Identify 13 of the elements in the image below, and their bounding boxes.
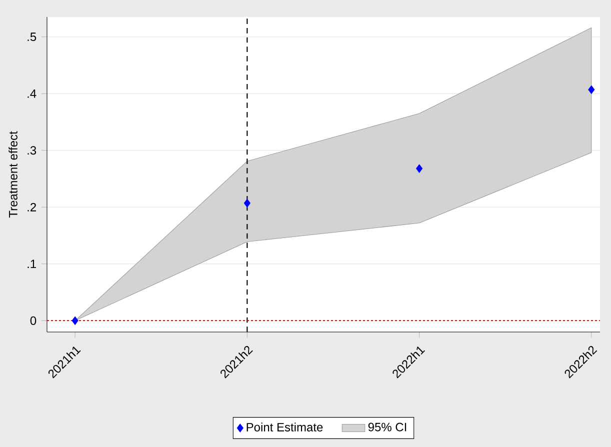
point [244,198,250,208]
y-tick-label: .3 [28,146,36,155]
text: 95% CI [368,422,406,432]
y-axis-title: Treatment effect [8,131,18,218]
legend-label: Point Estimate [246,422,323,432]
y-tick-label: .5 [28,32,36,42]
y-tick-label: 0 [30,316,36,325]
y-tick-label: .4 [28,89,36,98]
point [588,85,595,94]
point [72,316,78,325]
y-tick-label: .2 [28,202,36,212]
y-tick-label: .1 [28,260,36,268]
point [416,164,423,173]
